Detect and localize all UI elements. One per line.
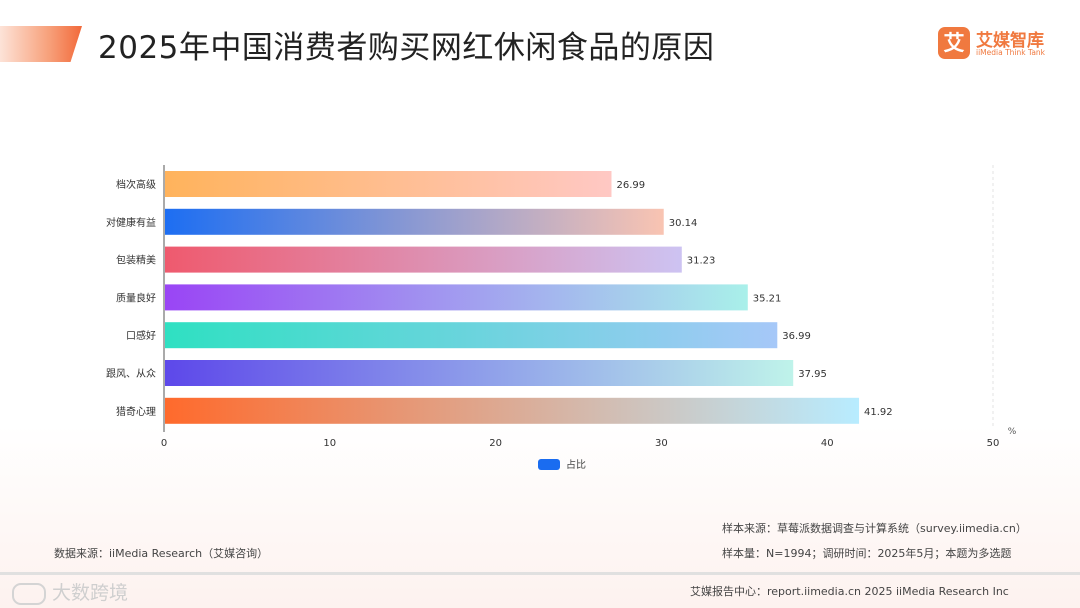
category-label: 猎奇心理 [116,405,156,418]
legend-swatch [538,459,560,470]
x-unit-label: % [1008,427,1017,437]
bar [165,360,794,386]
brand-logo: 艾 艾媒智库 iiMedia Think Tank [938,24,1058,64]
x-tick-label: 30 [655,438,668,449]
sample-size-note: 样本量：N=1994；调研时间：2025年5月；本题为多选题 [722,547,1012,560]
bar [165,397,860,424]
legend-label: 占比 [566,460,586,471]
bar [165,208,664,235]
watermark-text: 大数跨境 [52,582,129,604]
page-title: 2025年中国消费者购买网红休闲食品的原因 [98,30,715,66]
category-label: 口感好 [126,329,156,342]
bar [165,246,682,273]
bar [165,171,612,197]
data-label: 37.95 [798,369,827,380]
data-label: 36.99 [782,331,811,342]
data-label: 26.99 [616,180,645,191]
watermark-icon [12,582,46,605]
category-label: 对健康有益 [106,216,156,229]
x-tick-label: 0 [161,438,167,449]
x-tick-label: 50 [987,438,1000,449]
x-tick-label: 20 [489,438,502,449]
category-label: 档次高级 [116,178,156,191]
watermark: 大数跨境 [12,578,128,605]
footer-divider [0,572,1080,575]
logo-icon: 艾 [938,27,970,59]
logo-name: 艾媒智库 [976,31,1044,51]
footer-report-link: 艾媒报告中心：report.iimedia.cn 2025 iiMedia Re… [690,585,1009,598]
x-tick-label: 10 [323,438,336,449]
logo-subtitle: iiMedia Think Tank [976,48,1046,57]
bar [165,322,778,349]
category-label: 包装精美 [116,254,156,267]
category-label: 跟风、从众 [106,368,156,380]
bar [165,284,748,311]
data-label: 35.21 [753,293,782,304]
sample-source-note: 样本来源：草莓派数据调查与计算系统（survey.iimedia.cn） [722,522,1027,535]
title-accent-bar [0,26,82,62]
data-label: 41.92 [864,407,893,418]
x-tick-label: 40 [821,438,834,449]
data-source-note: 数据来源：iiMedia Research（艾媒咨询） [54,547,269,560]
data-label: 31.23 [687,256,716,267]
data-label: 30.14 [669,218,698,229]
category-label: 质量良好 [116,291,156,304]
